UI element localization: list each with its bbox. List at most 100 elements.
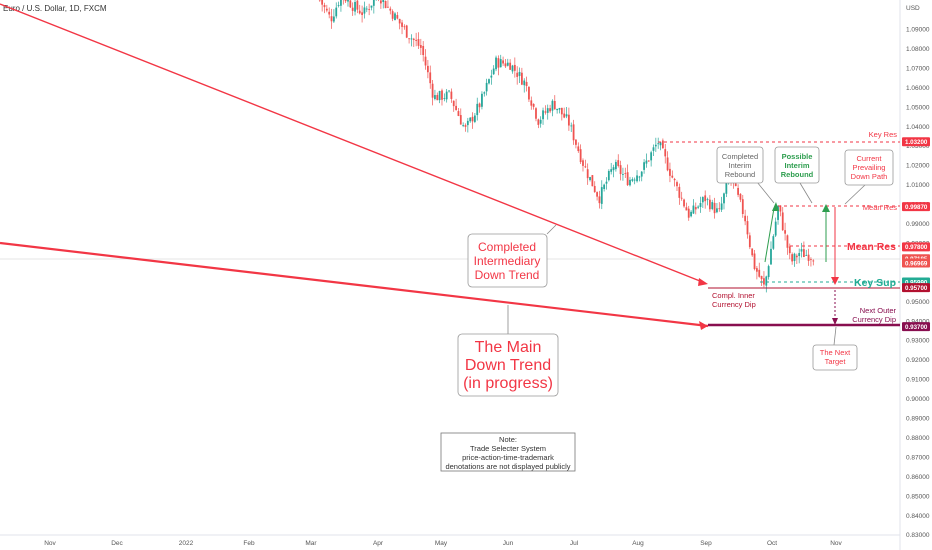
candle-up [542, 107, 544, 125]
price-tick-label: 0.91000 [906, 377, 930, 384]
candle-down [530, 96, 533, 110]
candle-up [659, 141, 662, 151]
candle-up [483, 91, 486, 97]
mean-res-mid-label: Mean Res [847, 241, 896, 253]
candle-down [358, 4, 361, 15]
candle-down [544, 105, 547, 115]
candle-down [664, 143, 667, 164]
candle-down [401, 19, 403, 35]
price-tag: 0.95700 [902, 283, 930, 293]
candle-down [342, 0, 344, 5]
candle-down [408, 38, 410, 44]
candle-down [403, 24, 406, 30]
candle-up [629, 176, 631, 187]
candle-down [582, 158, 584, 172]
completed-interim-line-1: Completed [722, 152, 758, 161]
candle-down [673, 177, 676, 187]
candle-up [363, 1, 366, 19]
candle-down [396, 11, 399, 20]
completed-rebound-arrowhead [772, 202, 779, 211]
candle-up [701, 196, 704, 208]
candle-down [748, 232, 751, 250]
candle-up [365, 6, 368, 13]
candle-down [417, 32, 420, 50]
candle-up [492, 65, 495, 75]
candle-up [382, 0, 385, 9]
candle-down [412, 37, 415, 47]
candle-down [528, 86, 530, 102]
completed-interim-line-3: Rebound [725, 170, 755, 179]
candle-down [509, 59, 512, 70]
candle-down [704, 190, 707, 209]
candle-up [711, 199, 714, 211]
candle-down [464, 123, 467, 132]
candle-down [786, 234, 789, 255]
candle-up [805, 249, 808, 256]
candle-up [690, 210, 692, 218]
time-tick-label: Dec [111, 540, 123, 547]
possible-interim-line-2: Interim [784, 161, 809, 170]
candle-up [473, 113, 476, 124]
svg-text:0.99870: 0.99870 [905, 204, 928, 211]
candle-up [720, 196, 723, 213]
time-tick-label: Mar [305, 540, 317, 547]
candle-up [770, 241, 772, 265]
candle-up [610, 162, 613, 175]
candle-down [676, 180, 678, 191]
candle-up [716, 202, 718, 214]
candle-down [781, 207, 784, 232]
note-line-2: Trade Selecter System [470, 444, 546, 453]
candle-down [661, 138, 664, 149]
candle-up [499, 54, 502, 68]
next-target-line-1: The Next [820, 348, 851, 357]
intermediary-down-trend-line [0, 3, 706, 284]
candle-down [751, 248, 754, 257]
next-target-pointer [833, 326, 837, 346]
candle-down [441, 88, 443, 106]
price-tick-label: 0.95000 [906, 299, 930, 306]
price-tick-label: 1.01000 [906, 182, 930, 189]
price-tick-label: 1.07000 [906, 65, 930, 72]
main-trend-arrowhead [699, 321, 708, 330]
candle-down [708, 195, 711, 212]
candle-down [560, 107, 563, 121]
candle-down [471, 112, 474, 129]
candle-up [793, 252, 796, 267]
candle-down [567, 107, 570, 131]
candle-up [558, 107, 561, 114]
price-tick-label: 1.08000 [906, 46, 930, 53]
next-target-line-2: Target [825, 357, 847, 366]
candle-up [640, 171, 643, 182]
candle-up [570, 122, 573, 132]
candle-down [330, 8, 333, 29]
next-outer-label-2: Currency Dip [852, 315, 896, 324]
candle-down [802, 241, 805, 258]
price-tick-label: 0.94000 [906, 318, 930, 325]
candle-down [617, 154, 620, 168]
candle-up [605, 177, 608, 190]
price-tick-label: 0.87000 [906, 454, 930, 461]
time-tick-label: Jun [503, 540, 514, 547]
candle-up [631, 177, 634, 183]
completed-rebound-pointer [756, 181, 775, 204]
candle-down [436, 92, 439, 101]
candle-down [450, 88, 453, 103]
candle-up [462, 122, 465, 128]
candle-down [387, 0, 389, 9]
candle-up [551, 99, 554, 117]
candle-down [591, 174, 594, 187]
completed-intermediary-line-1: Completed [478, 240, 536, 254]
candle-down [812, 259, 815, 266]
candle-down [356, 0, 359, 14]
current-path-arrowhead [831, 277, 839, 285]
candle-down [325, 4, 328, 13]
candle-up [650, 150, 653, 167]
price-tag: 0.93700 [902, 322, 930, 332]
candle-up [697, 205, 700, 210]
candle-up [332, 9, 335, 23]
main-down-trend-line [0, 241, 709, 328]
candle-down [457, 108, 460, 117]
time-tick-label: Feb [243, 540, 255, 547]
current-path-pointer [844, 184, 866, 205]
